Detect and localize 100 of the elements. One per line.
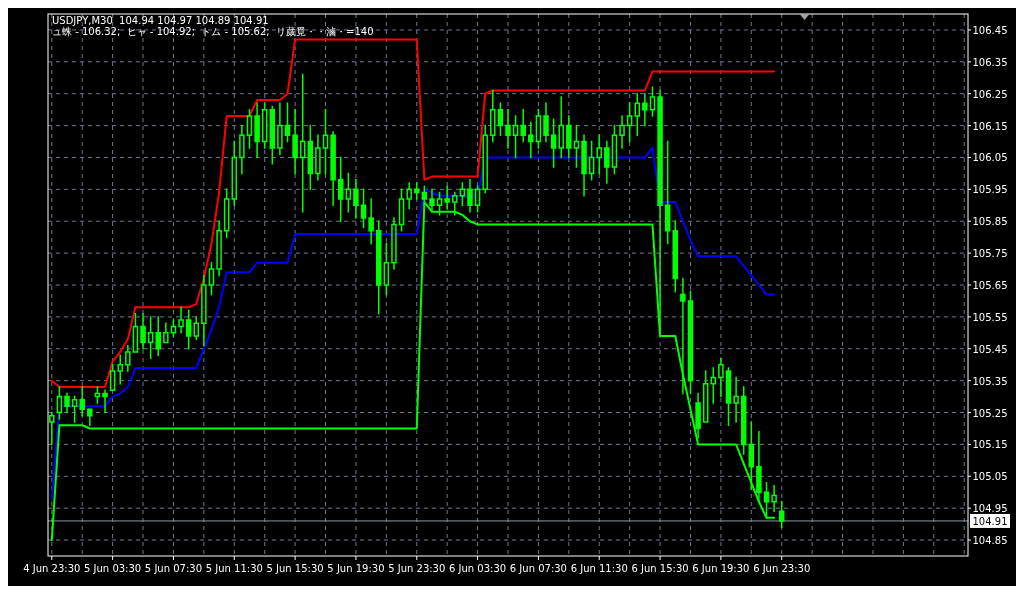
candlestick	[208, 261, 215, 296]
x-tick-label: 5 Jun 15:30	[266, 563, 324, 574]
candlestick	[155, 316, 161, 356]
candlestick	[231, 140, 238, 207]
y-tick-label: 106.05	[972, 152, 1008, 164]
candlestick	[581, 134, 587, 197]
y-tick-label: 106.45	[972, 24, 1008, 36]
candlestick	[254, 102, 260, 159]
candlestick	[216, 220, 222, 277]
candlestick	[178, 306, 184, 334]
chart-title: USDJPY,M30 104.94 104.97 104.89 104.91	[52, 15, 269, 26]
candlestick	[664, 140, 671, 245]
candlestick	[147, 316, 154, 360]
candlestick	[102, 389, 108, 414]
candlestick	[109, 363, 116, 391]
candlestick	[261, 102, 268, 149]
candlestick	[277, 102, 283, 156]
x-tick-label: 4 Jun 23:30	[23, 563, 81, 574]
candlestick	[748, 421, 755, 490]
candlestick	[406, 182, 412, 210]
candlestick	[94, 386, 101, 404]
candlestick	[163, 322, 169, 344]
x-tick-label: 6 Jun 23:30	[753, 563, 811, 574]
candlestick	[672, 220, 679, 293]
candlestick	[383, 242, 390, 296]
candlestick	[778, 501, 785, 529]
candlestick	[558, 96, 564, 159]
candlestick	[459, 182, 466, 207]
line-series	[50, 146, 776, 500]
candlestick	[634, 92, 641, 136]
x-tick-label: 6 Jun 07:30	[509, 563, 567, 574]
y-tick-label: 105.45	[972, 343, 1008, 355]
candlestick	[740, 386, 747, 455]
candlestick	[345, 172, 352, 213]
x-tick-label: 6 Jun 15:30	[631, 563, 689, 574]
x-tick-label: 6 Jun 19:30	[692, 563, 750, 574]
y-tick-label: 105.85	[972, 216, 1008, 228]
candlestick	[695, 392, 701, 439]
candlestick	[269, 105, 276, 165]
candlestick	[353, 179, 359, 219]
candlestick	[702, 370, 709, 423]
x-tick-label: 5 Jun 19:30	[327, 563, 385, 574]
candlestick	[368, 198, 374, 245]
candlestick	[588, 140, 595, 181]
candlestick	[604, 140, 610, 184]
candlestick	[284, 102, 291, 143]
text: ュ蛛 - 106.32; ヒャ - 104.92; トム - 105.62; リ蒇覓・・滷・=140	[52, 26, 374, 37]
line-series	[50, 38, 776, 389]
candlestick	[626, 102, 633, 143]
candlestick	[573, 124, 580, 168]
y-tick-label: 105.05	[972, 471, 1008, 483]
candlestick	[535, 108, 542, 149]
candlestick	[315, 134, 321, 181]
x-tick-label: 5 Jun 07:30	[144, 563, 203, 574]
y-tick-label: 106.15	[972, 120, 1008, 132]
y-tick-label: 104.85	[972, 535, 1008, 547]
candlestick	[771, 485, 777, 513]
candlestick	[87, 408, 93, 427]
candlestick	[566, 115, 572, 159]
ref-line-label: 104.91	[972, 515, 1008, 527]
candlestick	[467, 179, 473, 213]
candlestick	[170, 319, 177, 337]
candlestick	[596, 134, 602, 175]
candlestick	[185, 309, 192, 350]
candlestick	[725, 367, 732, 427]
candlestick	[322, 108, 329, 175]
candlestick	[246, 108, 253, 149]
y-tick-label: 105.65	[972, 280, 1008, 291]
candlestick	[718, 357, 724, 398]
y-tick-label: 105.55	[972, 311, 1008, 323]
x-tick-label: 5 Jun 23:30	[388, 563, 446, 574]
candlestick	[611, 124, 618, 175]
candlestick	[763, 481, 770, 519]
candlestick	[239, 124, 245, 175]
candlestick	[299, 73, 306, 213]
y-tick-label: 105.95	[972, 184, 1008, 196]
candlestick	[56, 386, 63, 420]
candlestick	[528, 121, 534, 159]
candlestick	[649, 86, 656, 117]
candlestick	[49, 411, 55, 446]
candlestick	[201, 274, 207, 347]
y-tick-label: 105.75	[972, 248, 1008, 260]
candlestick	[543, 102, 549, 143]
x-tick-label: 6 Jun 03:30	[449, 563, 507, 574]
candlestick	[223, 188, 230, 238]
candlestick	[505, 108, 511, 149]
x-tick-label: 5 Jun 03:30	[84, 563, 142, 574]
candlestick	[117, 354, 123, 385]
candlestick	[337, 156, 344, 222]
y-tick-label: 106.35	[972, 56, 1008, 68]
candlestick	[398, 188, 405, 232]
candlestick	[140, 312, 146, 350]
candlestick	[444, 185, 450, 210]
candlestick	[490, 89, 496, 143]
x-tick-label: 6 Jun 11:30	[570, 563, 628, 574]
y-tick-label: 106.25	[972, 88, 1008, 100]
candlestick	[64, 392, 70, 414]
candlestick	[79, 386, 85, 417]
candlestick	[132, 312, 139, 353]
candlestick	[414, 182, 420, 200]
